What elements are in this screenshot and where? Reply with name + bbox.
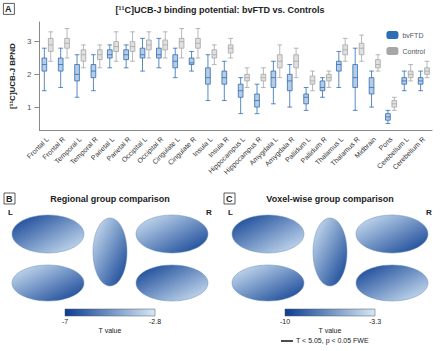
svg-text:[¹¹C]UCB-J BPND: [¹¹C]UCB-J BPND [8, 43, 17, 109]
svg-text:Hippocampus L: Hippocampus L [207, 135, 247, 175]
svg-text:R: R [426, 208, 432, 217]
svg-text:Pons: Pons [377, 135, 394, 152]
svg-text:Frontal R: Frontal R [41, 135, 67, 161]
svg-text:2: 2 [27, 70, 32, 79]
svg-text:T < 5.05, p < 0.05 FWE: T < 5.05, p < 0.05 FWE [296, 337, 369, 345]
svg-text:-7: -7 [62, 318, 68, 325]
svg-text:C: C [226, 194, 233, 204]
svg-text:Midbrain: Midbrain [353, 135, 377, 159]
svg-text:T value: T value [99, 327, 122, 334]
svg-text:Thalamus R: Thalamus R [329, 135, 361, 168]
svg-text:Insula L: Insula L [191, 135, 214, 158]
svg-text:T value: T value [319, 327, 342, 334]
svg-text:3: 3 [27, 37, 32, 46]
svg-text:1: 1 [27, 103, 32, 112]
svg-text:Cerebellum R: Cerebellum R [391, 136, 426, 171]
svg-text:Parietal L: Parietal L [89, 135, 116, 162]
svg-text:Occipital R: Occipital R [135, 135, 165, 165]
svg-text:Temporal L: Temporal L [53, 135, 83, 165]
svg-text:[¹¹C]UCB-J binding potential:: [¹¹C]UCB-J binding potential: bvFTD vs. … [116, 5, 325, 15]
svg-text:Hippocampus R: Hippocampus R [222, 135, 263, 176]
svg-text:Cingulate R: Cingulate R [166, 135, 198, 167]
svg-text:Pallidum L: Pallidum L [283, 135, 312, 164]
svg-text:Frontal L: Frontal L [25, 135, 50, 160]
svg-text:bvFTD: bvFTD [402, 32, 423, 39]
svg-text:-10: -10 [280, 318, 290, 325]
svg-text:B: B [6, 194, 13, 204]
svg-text:-2.8: -2.8 [149, 318, 161, 325]
svg-text:Regional group comparison: Regional group comparison [50, 194, 170, 204]
svg-text:Amygdala L: Amygdala L [248, 135, 280, 167]
svg-text:Insula R: Insula R [206, 135, 230, 159]
svg-text:Occipital L: Occipital L [120, 135, 149, 164]
svg-text:Control: Control [402, 48, 425, 55]
svg-text:Amygdala R: Amygdala R [263, 135, 296, 168]
svg-text:Parietal R: Parietal R [105, 135, 132, 163]
svg-text:A: A [5, 4, 12, 14]
svg-text:Cerebellum L: Cerebellum L [375, 135, 410, 170]
svg-text:Temporal R: Temporal R [68, 135, 100, 166]
svg-text:Cingulate L: Cingulate L [150, 135, 181, 166]
svg-text:-3.3: -3.3 [369, 318, 381, 325]
svg-text:L: L [8, 208, 13, 217]
svg-text:Voxel-wise group comparison: Voxel-wise group comparison [266, 194, 393, 204]
svg-text:L: L [228, 208, 233, 217]
svg-text:Thalamus L: Thalamus L [313, 135, 345, 167]
svg-text:Pallidum R: Pallidum R [299, 135, 329, 165]
svg-text:R: R [206, 208, 212, 217]
